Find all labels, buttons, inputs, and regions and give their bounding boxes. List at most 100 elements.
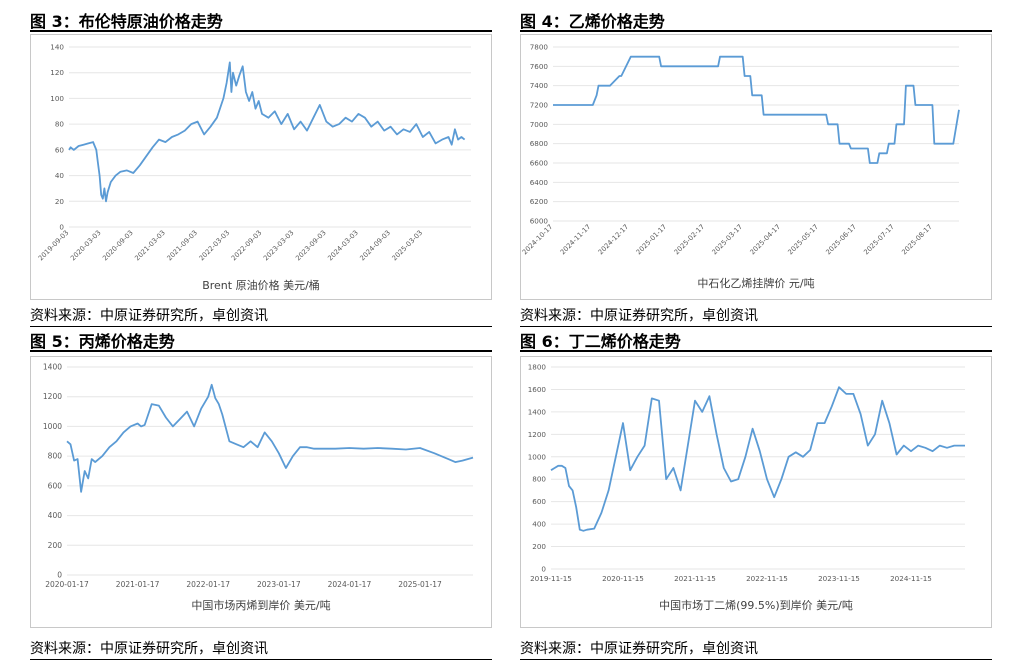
source-rule [30, 326, 492, 327]
title-rule [520, 350, 992, 352]
x-tick-label: 2021-09-03 [165, 229, 199, 263]
source-note: 资料来源：中原证券研究所，卓创资讯 [520, 641, 758, 657]
y-tick-label: 60 [55, 145, 65, 154]
title-rule [30, 350, 492, 352]
x-tick-label: 2021-11-15 [674, 574, 716, 583]
x-tick-label: 2020-11-15 [602, 574, 644, 583]
x-tick-label: 2023-11-15 [818, 574, 860, 583]
x-tick-label: 2025-08-17 [900, 223, 934, 257]
chart-area: 0 200 400 600 800 1000 1200 1400 2020-01-17 2021-… [30, 356, 492, 628]
y-tick-label: 0 [59, 223, 64, 232]
series-line [68, 61, 466, 203]
y-tick-label: 6600 [530, 159, 549, 168]
y-tick-label: 6800 [530, 139, 549, 148]
x-tick-label: 2023-09-03 [294, 229, 328, 263]
x-tick-label: 2025-06-17 [824, 223, 858, 257]
figure-title: 图 6：丁二烯价格走势 [520, 332, 681, 351]
x-tick-label: 2022-09-03 [230, 229, 264, 263]
x-tick-label: 2024-09-03 [358, 229, 392, 263]
x-tick-label: 2019-11-15 [530, 574, 572, 583]
x-tick-label: 2025-05-17 [786, 223, 820, 257]
y-tick-label: 7800 [530, 43, 549, 52]
x-tick-label: 2024-11-15 [890, 574, 932, 583]
source-note: 资料来源：中原证券研究所，卓创资讯 [520, 308, 758, 324]
brent-chart: 0204060801001201402019-09-032020-03-0320… [37, 43, 471, 292]
x-tick-label: 2019-09-03 [37, 229, 71, 263]
source-rule [30, 659, 492, 660]
y-tick-label: 600 [48, 481, 63, 490]
y-tick-label: 200 [48, 541, 63, 550]
y-tick-label: 400 [48, 511, 63, 520]
chart-area: 0 20 40 60 80 100 120 140 2019-09-03 2020-03-03 20… [30, 34, 492, 300]
x-tick-label: 2024-10-17 [521, 223, 554, 257]
x-tick-label: 2020-09-03 [101, 229, 135, 263]
butadiene-chart: 0 200 400 600 800 1000 1200 1400 1600 1800 2019-11… [528, 363, 965, 612]
y-tick-label: 400 [532, 520, 546, 529]
chart-area: 6000 6200 6400 6600 6800 7000 7200 7400 7600 7800… [520, 34, 992, 300]
y-tick-label: 6400 [530, 178, 549, 187]
title-rule [30, 30, 492, 32]
y-tick-label: 6200 [530, 197, 549, 206]
y-tick-label: 0 [57, 571, 62, 580]
series-line [553, 55, 960, 164]
y-tick-label: 1400 [528, 407, 547, 416]
y-tick-label: 200 [532, 542, 546, 551]
panel-propylene: 图 5：丙烯价格走势 0 200 400 600 800 1000 1200 1400 2020… [30, 326, 492, 661]
x-tick-label: 2023-01-17 [257, 580, 301, 589]
y-tick-label: 1000 [43, 422, 62, 431]
source-rule [520, 659, 992, 660]
y-tick-label: 1000 [528, 452, 547, 461]
y-tick-label: 1800 [528, 363, 547, 372]
y-tick-label: 20 [55, 197, 65, 206]
series-line [550, 386, 965, 532]
figure-title: 图 5：丙烯价格走势 [30, 332, 175, 351]
y-tick-label: 7000 [530, 120, 549, 129]
source-note: 资料来源：中原证券研究所，卓创资讯 [30, 641, 268, 657]
series-line [66, 383, 474, 493]
x-tick-label: 2023-03-03 [262, 229, 296, 263]
y-tick-label: 800 [48, 452, 63, 461]
y-tick-label: 80 [55, 120, 65, 129]
x-tick-label: 2020-03-03 [69, 229, 103, 263]
source-rule [520, 326, 992, 327]
x-tick-label: 2024-11-17 [559, 223, 593, 257]
y-tick-label: 100 [50, 94, 64, 103]
x-tick-label: 2021-03-03 [133, 229, 167, 263]
x-tick-label: 2025-01-17 [398, 580, 442, 589]
x-tick-label: 2024-03-03 [326, 229, 360, 263]
x-tick-label: 2025-03-03 [391, 229, 425, 263]
y-tick-label: 1200 [43, 392, 62, 401]
x-tick-label: 2022-01-17 [186, 580, 230, 589]
panel-butadiene: 图 6：丁二烯价格走势 0 200 400 600 800 1000 1200 1400 160… [520, 326, 992, 661]
y-tick-label: 1600 [528, 385, 547, 394]
chart-area: 0 200 400 600 800 1000 1200 1400 1600 1800 2019-11… [520, 356, 992, 628]
figure-title: 图 3：布伦特原油价格走势 [30, 12, 223, 31]
x-tick-label: 2020-01-17 [45, 580, 89, 589]
x-tick-label: 2022-11-15 [746, 574, 788, 583]
y-tick-label: 7600 [530, 62, 549, 71]
y-tick-label: 1200 [528, 430, 547, 439]
y-tick-label: 40 [55, 171, 65, 180]
y-tick-label: 0 [541, 565, 546, 574]
title-rule [520, 30, 992, 32]
y-tick-label: 140 [50, 43, 64, 52]
ethylene-chart: 6000 6200 6400 6600 6800 7000 7200 7400 7600 7800… [521, 43, 960, 290]
propylene-chart: 0 200 400 600 800 1000 1200 1400 2020-01-17 2021-… [43, 363, 474, 612]
panel-ethylene: 图 4：乙烯价格走势 6000 6200 6400 6600 6800 7000 7200 7… [520, 0, 992, 330]
x-tick-label: 2025-07-17 [862, 223, 896, 257]
x-tick-label: 2025-03-17 [711, 223, 745, 257]
series-caption: 中国市场丙烯到岸价 美元/吨 [191, 598, 330, 612]
y-tick-label: 7200 [530, 101, 549, 110]
x-tick-label: 2025-02-17 [673, 223, 707, 257]
y-tick-label: 600 [532, 497, 546, 506]
x-tick-label: 2024-12-17 [597, 223, 631, 257]
y-tick-label: 7400 [530, 81, 549, 90]
series-caption: 中国市场丁二烯(99.5%)到岸价 美元/吨 [659, 598, 853, 612]
y-tick-label: 120 [50, 68, 64, 77]
y-tick-label: 1400 [43, 363, 62, 372]
series-caption: 中石化乙烯挂牌价 元/吨 [697, 276, 814, 290]
source-note: 资料来源：中原证券研究所，卓创资讯 [30, 308, 268, 324]
y-tick-label: 800 [532, 475, 546, 484]
x-tick-label: 2022-03-03 [198, 229, 232, 263]
x-tick-label: 2021-01-17 [116, 580, 160, 589]
